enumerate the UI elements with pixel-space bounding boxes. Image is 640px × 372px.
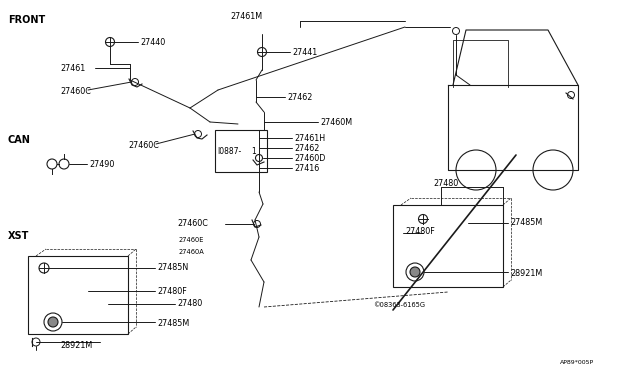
Text: 27462: 27462 xyxy=(294,144,319,153)
Text: 27461M: 27461M xyxy=(230,12,262,20)
Text: 27480: 27480 xyxy=(177,299,202,308)
Text: 27461H: 27461H xyxy=(294,134,325,142)
Text: 27485M: 27485M xyxy=(510,218,542,227)
Text: 27460A: 27460A xyxy=(179,249,205,255)
Text: 27461: 27461 xyxy=(60,64,85,73)
Circle shape xyxy=(410,267,420,277)
Text: FRONT: FRONT xyxy=(8,15,45,25)
Text: 27460D: 27460D xyxy=(294,154,325,163)
Text: XST: XST xyxy=(8,231,29,241)
Text: 27480: 27480 xyxy=(433,179,458,187)
Text: 27460C: 27460C xyxy=(60,87,91,96)
Text: 27460C: 27460C xyxy=(177,218,208,228)
Text: 27460C: 27460C xyxy=(128,141,159,150)
Circle shape xyxy=(48,317,58,327)
Bar xyxy=(215,130,267,172)
Text: 1: 1 xyxy=(251,147,256,155)
Text: 27480F: 27480F xyxy=(405,227,435,235)
Text: 27441: 27441 xyxy=(292,48,317,57)
Bar xyxy=(393,205,503,287)
Text: 27490: 27490 xyxy=(89,160,115,169)
Text: 27460M: 27460M xyxy=(320,118,352,126)
Text: 27485M: 27485M xyxy=(157,318,189,327)
Text: 27485N: 27485N xyxy=(157,263,188,272)
Text: 27460E: 27460E xyxy=(179,237,204,243)
Text: AP89*005P: AP89*005P xyxy=(560,359,594,365)
Bar xyxy=(28,256,128,334)
Text: 27462: 27462 xyxy=(287,93,312,102)
Text: CAN: CAN xyxy=(8,135,31,145)
Text: 27480F: 27480F xyxy=(157,286,187,295)
Text: I0887-: I0887- xyxy=(217,147,241,155)
Text: 28921M: 28921M xyxy=(60,340,92,350)
Text: 28921M: 28921M xyxy=(510,269,542,278)
Text: 27440: 27440 xyxy=(140,38,165,46)
Text: 27416: 27416 xyxy=(294,164,319,173)
Text: ©08363-6165G: ©08363-6165G xyxy=(373,302,425,308)
